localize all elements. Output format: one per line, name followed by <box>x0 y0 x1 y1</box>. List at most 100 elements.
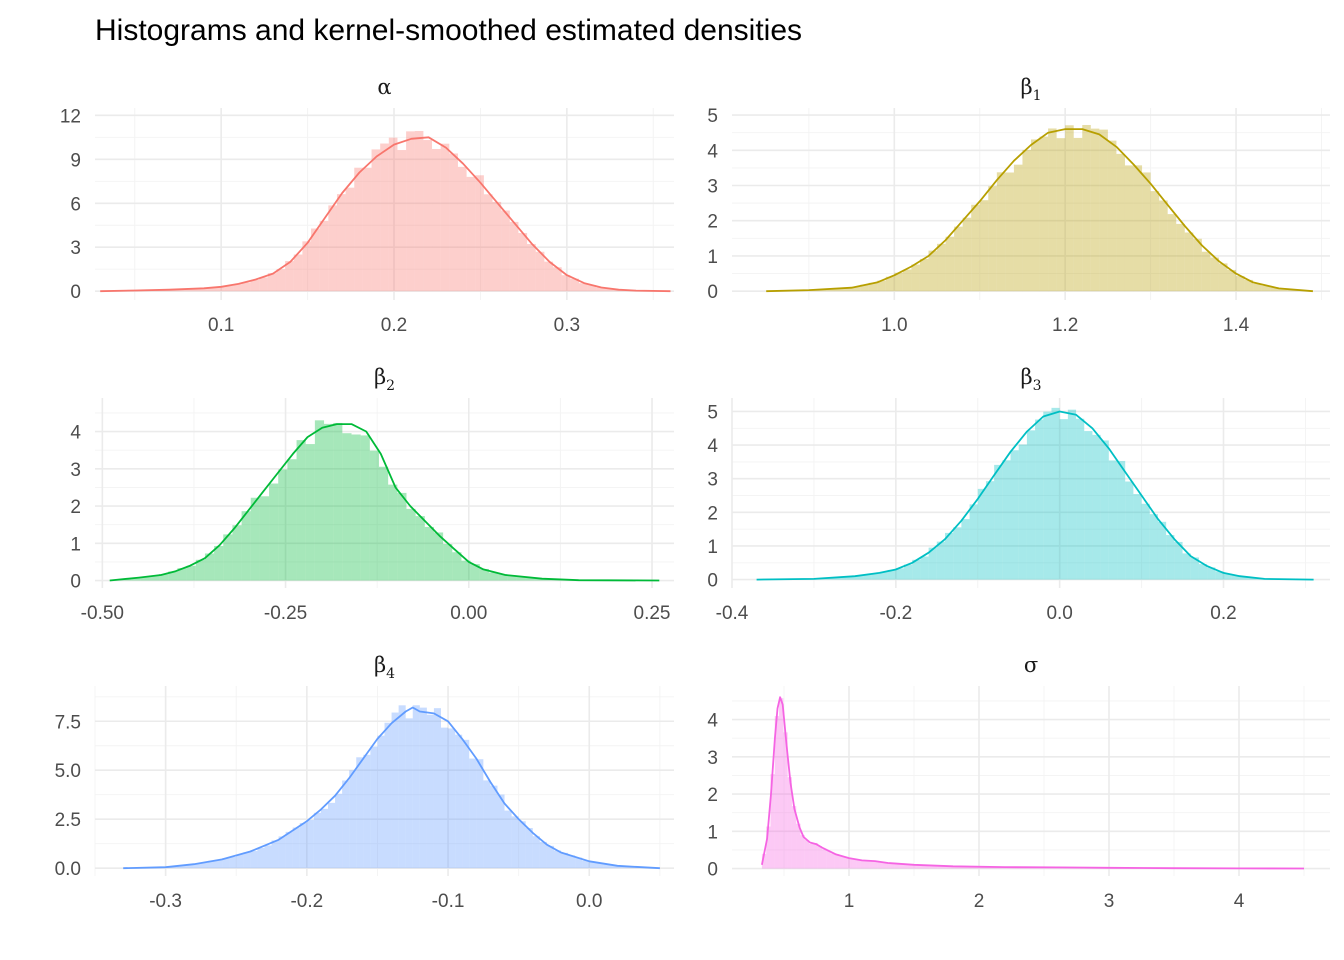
histogram-bar <box>610 865 618 869</box>
histogram-bar <box>222 858 230 869</box>
histogram-bar <box>243 852 251 869</box>
panel-label: α <box>377 75 391 99</box>
histogram-bar <box>1231 575 1240 580</box>
histogram-bar <box>414 131 424 292</box>
histogram-bar <box>604 288 614 292</box>
y-tick-label: 0 <box>707 860 718 881</box>
histogram-bar <box>285 831 293 869</box>
histogram-bar <box>1227 269 1237 292</box>
panel-label: β3 <box>1020 365 1041 394</box>
x-tick-label: 0.25 <box>634 603 671 624</box>
histogram-bar <box>817 289 826 292</box>
x-tick-label: -0.2 <box>879 603 912 624</box>
histogram-bar <box>603 864 611 869</box>
histogram-bar <box>1210 257 1219 292</box>
histogram-bar <box>920 865 925 869</box>
histogram-bar <box>1125 481 1134 580</box>
histogram-bar <box>311 228 320 292</box>
histogram-bar <box>553 267 562 292</box>
histogram-bar <box>534 578 544 581</box>
histogram-bar <box>879 571 888 580</box>
histogram-bar <box>826 850 831 869</box>
histogram-bar <box>847 857 852 869</box>
histogram-bar <box>207 860 216 869</box>
histogram-bar <box>860 284 869 292</box>
histogram-bar <box>292 827 300 869</box>
histogram-bar <box>241 511 251 581</box>
histogram-bar <box>950 866 955 869</box>
histogram-bar <box>1067 409 1077 580</box>
histogram-bar <box>497 794 505 869</box>
histogram-bar <box>259 496 270 581</box>
y-tick-label: 3 <box>707 470 718 491</box>
histogram-bar <box>963 866 968 869</box>
histogram-bar <box>1018 444 1027 580</box>
histogram-bar <box>342 780 350 869</box>
histogram-bar <box>954 226 963 292</box>
histogram-bar <box>856 859 861 869</box>
histogram-bar <box>336 194 346 292</box>
histogram-bar <box>457 166 467 292</box>
histogram-bar <box>933 865 938 869</box>
histogram-bar <box>1253 283 1262 292</box>
histogram-bar <box>356 757 364 869</box>
histogram-bar <box>813 842 818 869</box>
histogram-bar <box>333 422 343 581</box>
histogram-bar <box>944 532 954 580</box>
y-tick-label: 3 <box>70 238 81 259</box>
histogram <box>103 131 674 292</box>
histogram-bar <box>1048 128 1057 292</box>
histogram-bar <box>912 559 921 580</box>
histogram-bar <box>871 573 880 580</box>
histogram-bar <box>969 504 978 580</box>
histogram-bar <box>285 261 294 292</box>
histogram <box>123 705 660 869</box>
histogram-bar <box>928 250 938 292</box>
histogram-bar <box>988 186 997 292</box>
histogram-bar <box>544 261 554 292</box>
histogram-bar <box>994 464 1003 580</box>
histogram-bar <box>1065 125 1074 292</box>
histogram-bar <box>492 201 502 292</box>
histogram-bar <box>890 863 895 869</box>
y-tick-label: 12 <box>60 106 81 127</box>
histogram-bar <box>1141 503 1150 580</box>
x-tick-label: 0.3 <box>554 315 580 336</box>
histogram-bar <box>159 574 169 581</box>
histogram-bar <box>388 484 398 581</box>
histogram-bar <box>796 823 801 869</box>
histogram-bar <box>830 853 835 869</box>
histogram-bar <box>882 862 887 869</box>
histogram-bar <box>224 285 234 292</box>
histogram-bar <box>787 777 792 869</box>
density-curve <box>123 706 660 870</box>
histogram <box>756 407 1314 580</box>
histogram-bar <box>511 816 519 869</box>
chart-title: Histograms and kernel-smoothed estimated… <box>95 14 802 47</box>
histogram <box>761 698 1303 869</box>
histogram-bar <box>868 282 878 292</box>
x-tick-label: 0.2 <box>1210 603 1236 624</box>
y-tick-label: 7.5 <box>55 712 81 733</box>
histogram-bar <box>287 459 297 581</box>
histogram-bar <box>1142 172 1151 292</box>
histogram-bar <box>945 236 955 292</box>
histogram-bar <box>470 564 480 581</box>
histogram-bar <box>570 278 579 292</box>
x-tick-label: 1.2 <box>1052 315 1078 336</box>
histogram-bar <box>929 865 934 869</box>
panel-label: β4 <box>374 653 395 682</box>
histogram-bar <box>214 545 224 581</box>
y-tick-label: 5 <box>707 106 718 127</box>
histogram-bar <box>1176 223 1185 292</box>
histogram-bar <box>377 735 385 869</box>
histogram-bar <box>314 420 325 581</box>
histogram-bar <box>363 754 371 869</box>
y-tick-label: 5.0 <box>55 761 81 782</box>
histogram-bar <box>575 857 583 869</box>
histogram-bar <box>843 287 852 292</box>
histogram-bar <box>1133 165 1143 292</box>
histogram-bar <box>1159 200 1168 292</box>
histogram-bar <box>976 866 981 869</box>
histogram-bar <box>985 481 995 580</box>
